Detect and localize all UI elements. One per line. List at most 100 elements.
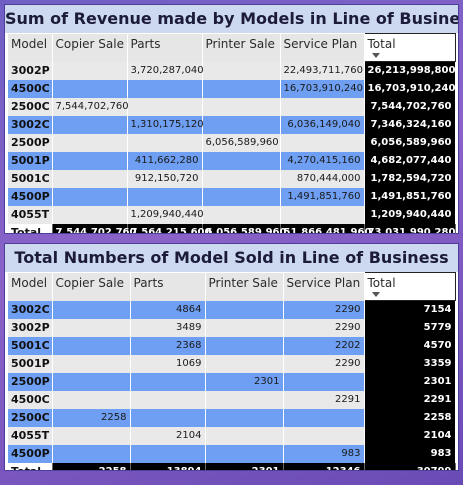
value-cell: 983 (283, 444, 365, 463)
column-header-printer-sale[interactable]: Printer Sale (205, 272, 284, 301)
table-row: 3002C 4864 2290 7154 (8, 300, 456, 319)
total-value-cell: 7,544,702,760 (52, 223, 136, 233)
value-cell (52, 151, 128, 170)
value-cell (283, 408, 365, 427)
value-cell: 1,491,851,760 (280, 187, 365, 206)
column-header-printer-sale[interactable]: Printer Sale (202, 33, 281, 62)
units-header-row: Model Copier Sale Parts Printer Sale Ser… (8, 272, 456, 301)
column-header-service-plan[interactable]: Service Plan (280, 33, 365, 62)
value-cell (52, 372, 131, 391)
units-matrix-visual[interactable]: Total Numbers of Model Sold in Line of B… (4, 243, 459, 471)
column-header-total-label: Total (367, 37, 396, 51)
value-cell (52, 300, 131, 319)
value-cell (202, 79, 281, 98)
value-cell (283, 426, 365, 445)
total-row-label: Total (8, 223, 53, 233)
table-row: 3002P 3,720,287,040 22,493,711,760 26,21… (8, 61, 456, 80)
column-header-model[interactable]: Model (8, 33, 53, 62)
value-cell (52, 61, 128, 80)
value-cell (52, 354, 131, 373)
total-cell: 1,782,594,720 (364, 169, 456, 188)
model-cell: 3002P (8, 318, 53, 337)
value-cell (202, 169, 281, 188)
value-cell: 2104 (130, 426, 206, 445)
column-header-model[interactable]: Model (8, 272, 53, 301)
sort-descending-icon[interactable] (371, 292, 380, 297)
total-cell: 7,544,702,760 (364, 97, 456, 116)
total-cell: 2291 (364, 390, 456, 409)
total-cell: 2104 (364, 426, 456, 445)
column-header-parts[interactable]: Parts (127, 33, 203, 62)
value-cell: 3,720,287,040 (127, 61, 204, 80)
total-cell: 6,056,589,960 (364, 133, 456, 152)
value-cell: 2368 (130, 336, 206, 355)
total-value-cell: 51,866,481,960 (280, 223, 371, 233)
table-row: 4500P 1,491,851,760 1,491,851,760 (8, 187, 456, 206)
value-cell: 4,270,415,160 (280, 151, 365, 170)
model-cell: 3002C (8, 300, 53, 319)
model-cell: 2500P (8, 372, 53, 391)
value-cell (205, 354, 284, 373)
value-cell (52, 79, 128, 98)
value-cell (52, 187, 128, 206)
value-cell: 2258 (52, 408, 131, 427)
sort-descending-icon[interactable] (371, 53, 380, 58)
value-cell: 2202 (283, 336, 365, 355)
table-row: 5001P 411,662,280 4,270,415,160 4,682,07… (8, 151, 456, 170)
revenue-matrix-visual[interactable]: Sum of Revenue made by Models in Line of… (4, 4, 459, 234)
total-cell: 4570 (364, 336, 456, 355)
model-cell: 5001P (8, 354, 53, 373)
model-cell: 2500C (8, 408, 53, 427)
value-cell: 411,662,280 (127, 151, 203, 170)
value-cell (205, 426, 284, 445)
value-cell: 3489 (130, 318, 206, 337)
column-header-total[interactable]: Total (363, 272, 456, 301)
value-cell (130, 408, 206, 427)
model-cell: 4500P (8, 187, 53, 206)
value-cell (205, 408, 284, 427)
table-row: 2500P 2301 2301 (8, 372, 456, 391)
table-row: 2500P 6,056,589,960 6,056,589,960 (8, 133, 456, 152)
column-header-copier-sale[interactable]: Copier Sale (52, 272, 131, 301)
value-cell (52, 205, 128, 224)
model-cell: 4500C (8, 390, 53, 409)
total-cell: 3359 (364, 354, 456, 373)
value-cell (202, 151, 281, 170)
total-value-cell: 2258 (52, 462, 131, 470)
model-cell: 5001P (8, 151, 53, 170)
value-cell (52, 336, 131, 355)
total-cell: 7,346,324,160 (364, 115, 456, 134)
value-cell (205, 390, 284, 409)
units-matrix-title: Total Numbers of Model Sold in Line of B… (5, 244, 458, 272)
column-header-service-plan[interactable]: Service Plan (283, 272, 365, 301)
table-row: 4500C 2291 2291 (8, 390, 456, 409)
model-cell: 5001C (8, 336, 53, 355)
value-cell: 2291 (283, 390, 365, 409)
value-cell (130, 390, 206, 409)
value-cell (205, 336, 284, 355)
table-row: 5001P 1069 2290 3359 (8, 354, 456, 373)
total-value-cell: 7,564,215,600 (127, 223, 211, 233)
column-header-parts[interactable]: Parts (130, 272, 206, 301)
total-value-cell: 2301 (205, 462, 284, 470)
value-cell: 870,444,000 (280, 169, 365, 188)
column-header-total[interactable]: Total (363, 33, 456, 62)
value-cell (127, 97, 203, 116)
model-cell: 5001C (8, 169, 53, 188)
value-cell: 1,310,175,120 (127, 115, 204, 134)
value-cell: 7,544,702,760 (52, 97, 129, 116)
total-cell: 4,682,077,440 (364, 151, 456, 170)
table-row: 5001C 2368 2202 4570 (8, 336, 456, 355)
value-cell (202, 205, 281, 224)
total-value-cell: 13894 (130, 462, 206, 470)
model-cell: 4055T (8, 205, 53, 224)
units-matrix-table: Model Copier Sale Parts Printer Sale Ser… (8, 272, 456, 470)
value-cell (202, 97, 281, 116)
total-cell: 1,491,851,760 (364, 187, 456, 206)
value-cell (52, 115, 128, 134)
table-row: 2500C 7,544,702,760 7,544,702,760 (8, 97, 456, 116)
grand-total-cell: 30799 (364, 462, 456, 470)
value-cell (127, 187, 203, 206)
table-row: 5001C 912,150,720 870,444,000 1,782,594,… (8, 169, 456, 188)
column-header-copier-sale[interactable]: Copier Sale (52, 33, 128, 62)
